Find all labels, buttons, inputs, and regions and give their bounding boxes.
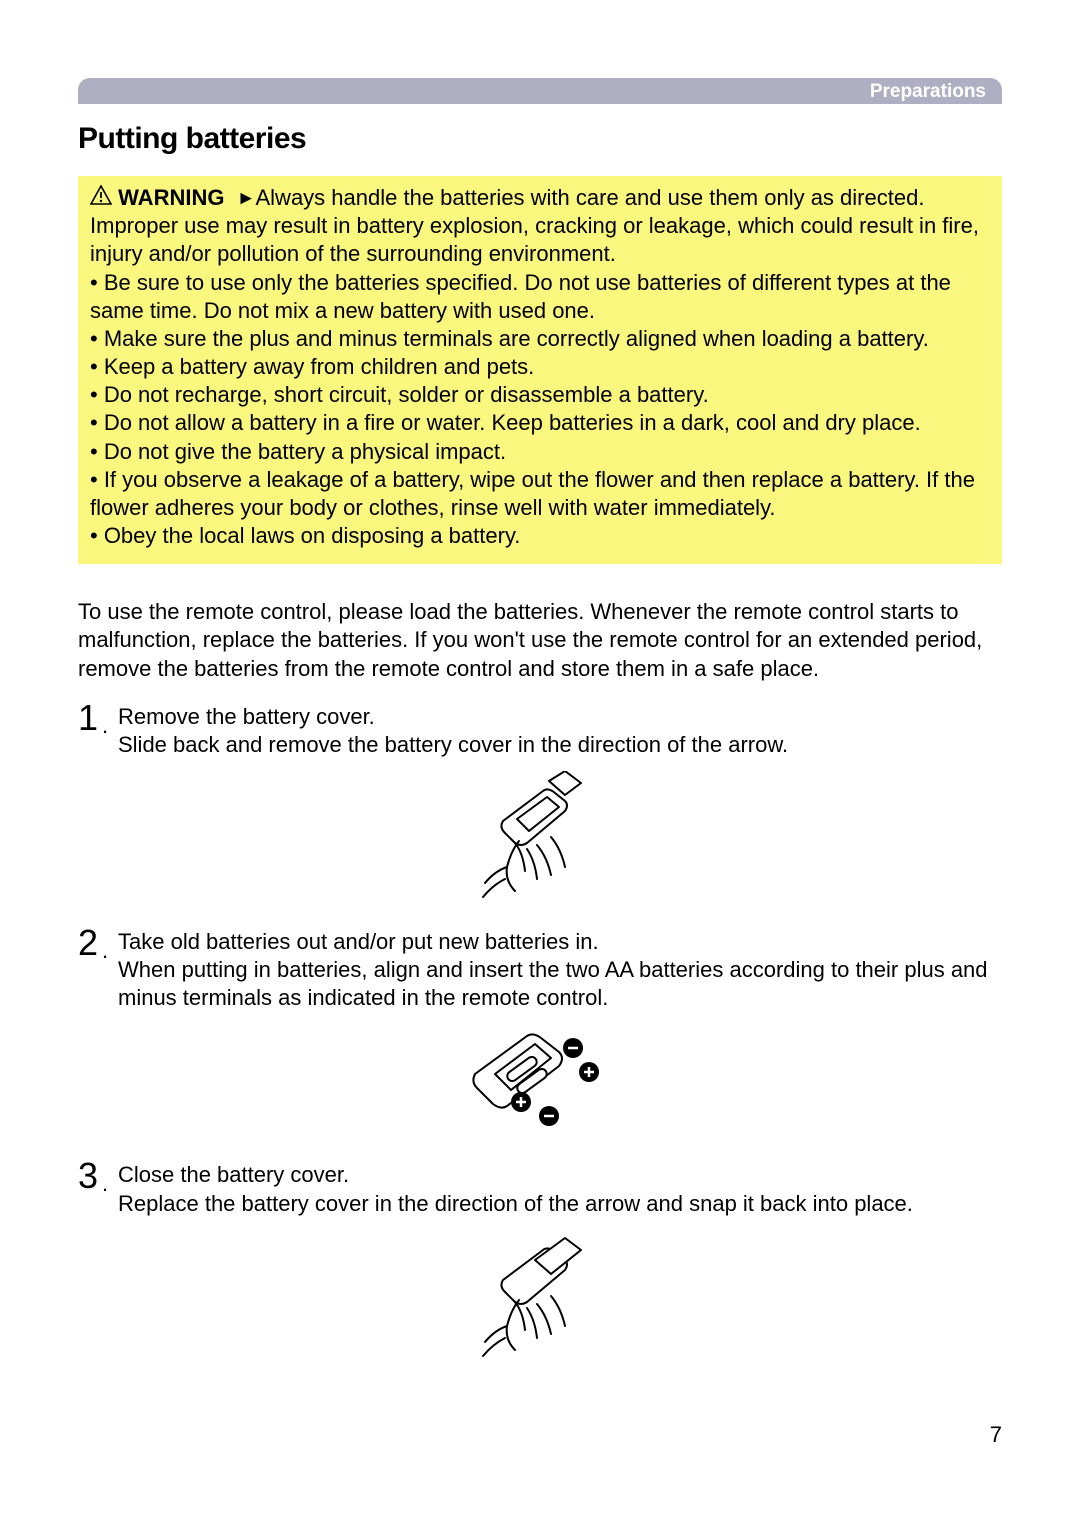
step-title: Take old batteries out and/or put new ba… [118, 929, 599, 954]
step-title: Close the battery cover. [118, 1162, 349, 1187]
step-number: 3 [78, 1155, 98, 1197]
section-title: Putting batteries [78, 122, 1002, 156]
header-bar: Preparations [78, 78, 1002, 104]
warning-bullet: • Do not allow a battery in a fire or wa… [90, 409, 990, 437]
warning-bullet: • Do not recharge, short circuit, solder… [90, 381, 990, 409]
warning-bullet: • Obey the local laws on disposing a bat… [90, 522, 990, 550]
intro-paragraph: To use the remote control, please load t… [78, 598, 1002, 682]
warning-bullet: • Be sure to use only the batteries spec… [90, 269, 990, 325]
step-1-illustration [78, 771, 1002, 906]
step-dot: . [102, 1171, 108, 1197]
step-body-text: When putting in batteries, align and ins… [118, 957, 988, 1010]
warning-label: WARNING [118, 185, 224, 210]
step-2: 2 . Take old batteries out and/or put ne… [78, 928, 1002, 1012]
step-3-illustration [78, 1230, 1002, 1365]
warning-bullet: • If you observe a leakage of a battery,… [90, 466, 990, 522]
step-title: Remove the battery cover. [118, 704, 375, 729]
step-number: 2 [78, 922, 98, 964]
arrow-right-icon: ► [237, 187, 256, 211]
step-dot: . [102, 713, 108, 739]
warning-triangle-icon [90, 185, 118, 210]
page-number: 7 [990, 1422, 1002, 1448]
warning-lead-text: Always handle the batteries with care an… [90, 185, 979, 266]
warning-box: WARNING ►Always handle the batteries wit… [78, 176, 1002, 564]
step-dot: . [102, 938, 108, 964]
step-3: 3 . Close the battery cover. Replace the… [78, 1161, 1002, 1217]
step-1: 1 . Remove the battery cover. Slide back… [78, 703, 1002, 759]
step-2-illustration [78, 1024, 1002, 1139]
warning-bullet: • Keep a battery away from children and … [90, 353, 990, 381]
warning-bullet: • Do not give the battery a physical imp… [90, 438, 990, 466]
step-body-text: Slide back and remove the battery cover … [118, 732, 788, 757]
warning-bullet: • Make sure the plus and minus terminals… [90, 325, 990, 353]
header-section-label: Preparations [870, 81, 986, 103]
step-body-text: Replace the battery cover in the directi… [118, 1191, 913, 1216]
step-number: 1 [78, 697, 98, 739]
